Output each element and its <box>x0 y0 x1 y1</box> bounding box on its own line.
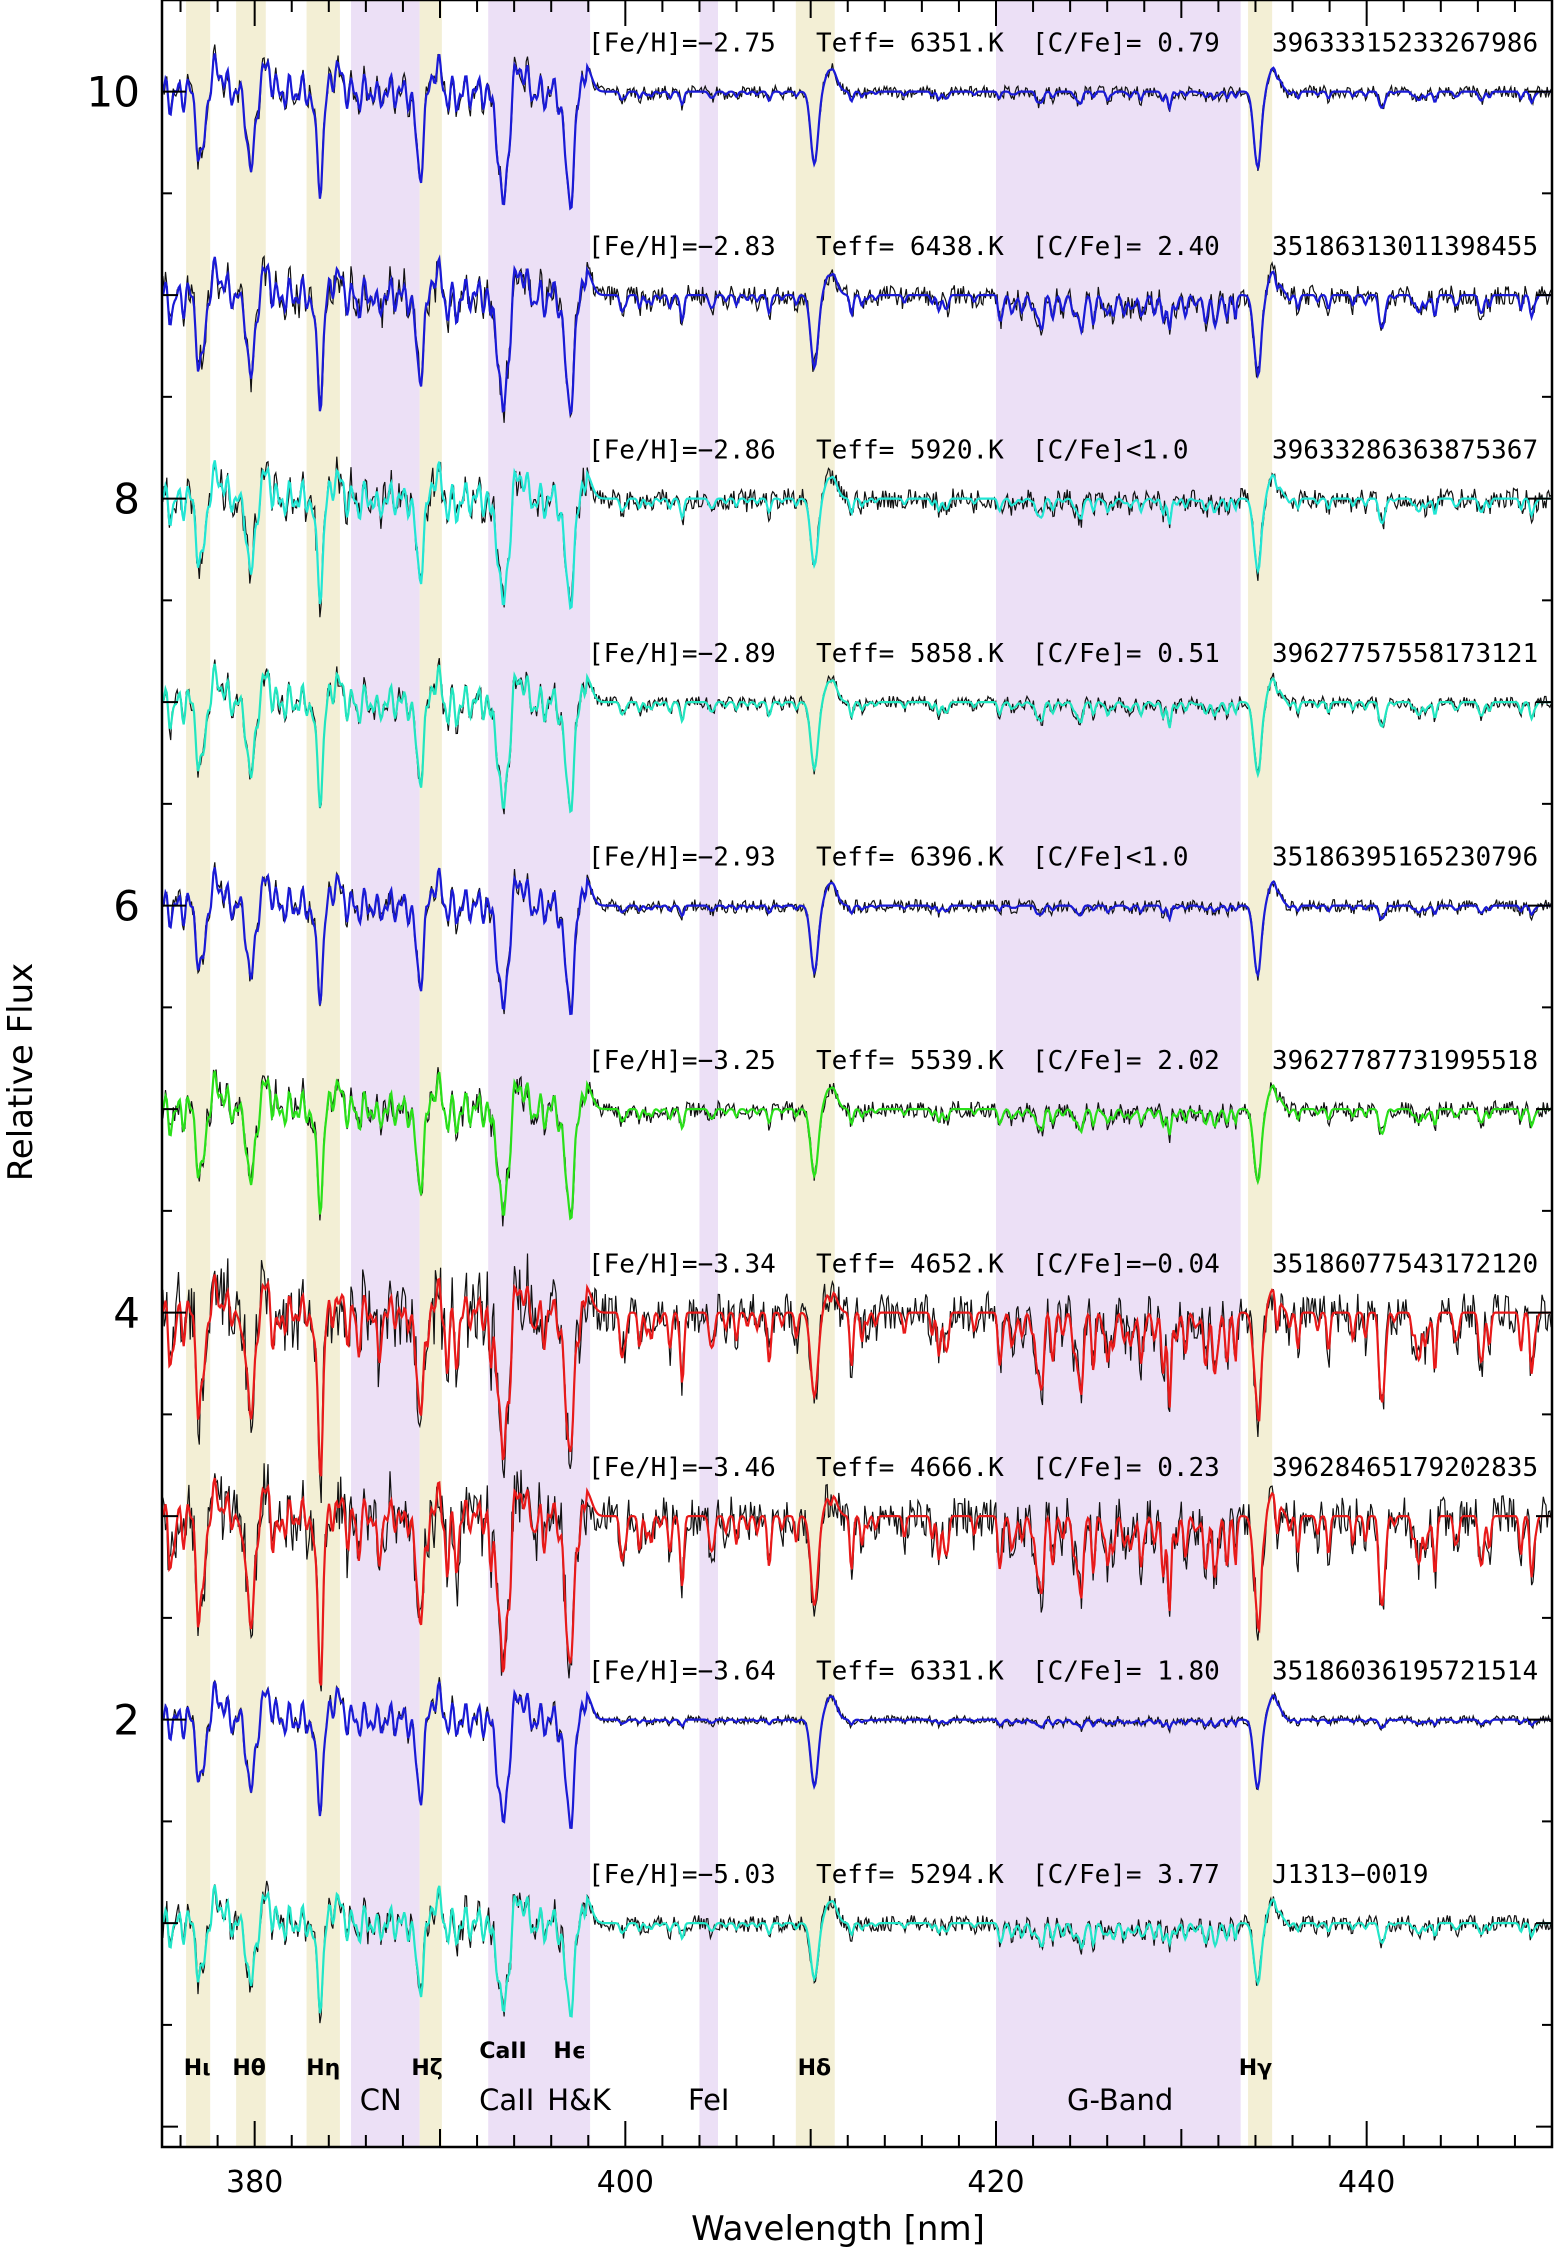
series-model-8 <box>161 1681 1552 1829</box>
series-feh-label: [Fe/H]=−3.34 <box>588 1250 776 1280</box>
band-label: CaII <box>479 2083 534 2117</box>
series-feh-label: [Fe/H]=−3.64 <box>588 1657 776 1687</box>
line-label: Hζ <box>411 2056 442 2081</box>
y-tick-label: 4 <box>113 1289 140 1338</box>
series-feh-label: [Fe/H]=−3.46 <box>588 1453 776 1483</box>
axes: 2 4 6 8 10 380 400 420 440 <box>87 0 1554 2200</box>
series-feh-label: [Fe/H]=−2.75 <box>588 29 776 59</box>
series-id-label: 35186395165230796 <box>1272 843 1538 873</box>
x-tick-label: 440 <box>1338 2165 1395 2200</box>
line-label: Hϵ <box>553 2039 586 2064</box>
series-teff-label: Teff= 5858.K <box>816 639 1004 669</box>
spectra-lines <box>161 44 1552 2024</box>
series-id-label: J1313−0019 <box>1272 1860 1429 1890</box>
shaded-region <box>996 0 1241 2147</box>
shaded-region <box>236 0 266 2147</box>
series-id-label: 39633286363875367 <box>1272 436 1538 466</box>
shaded-region <box>351 0 420 2147</box>
series-teff-label: Teff= 5539.K <box>816 1046 1004 1076</box>
series-cfe-label: [C/Fe]= 3.77 <box>1032 1860 1220 1890</box>
band-label: G-Band <box>1067 2083 1173 2117</box>
series-cfe-label: [C/Fe]= 1.80 <box>1032 1657 1220 1687</box>
y-axis-title: Relative Flux <box>1 963 41 1182</box>
series-cfe-label: [C/Fe]=−0.04 <box>1032 1250 1220 1280</box>
line-label: Hι <box>184 2056 211 2081</box>
series-feh-label: [Fe/H]=−3.25 <box>588 1046 776 1076</box>
plot-frame <box>160 0 1554 2149</box>
series-observed-0 <box>162 44 1552 209</box>
series-teff-label: Teff= 6331.K <box>816 1657 1004 1687</box>
band-label: FeI <box>688 2083 730 2117</box>
line-label: Hδ <box>798 2056 832 2081</box>
series-model-6 <box>161 1274 1552 1477</box>
series-model-7 <box>161 1477 1552 1686</box>
shaded-region <box>699 0 718 2147</box>
shaded-region <box>419 0 442 2147</box>
shaded-regions <box>186 0 1273 2147</box>
series-teff-label: Teff= 4666.K <box>816 1453 1004 1483</box>
series-model-5 <box>161 1070 1552 1221</box>
line-label: CaII <box>479 2039 526 2064</box>
x-axis-title: Wavelength [nm] <box>691 2209 985 2249</box>
band-label: H&K <box>547 2083 611 2117</box>
series-model-0 <box>161 53 1552 211</box>
line-label: Hθ <box>232 2056 266 2081</box>
series-cfe-label: [C/Fe]<1.0 <box>1032 843 1189 873</box>
series-feh-label: [Fe/H]=−2.93 <box>588 843 776 873</box>
y-tick-label: 2 <box>113 1696 140 1745</box>
series-id-label: 39627757558173121 <box>1272 639 1538 669</box>
series-id-label: 35186077543172120 <box>1272 1250 1538 1280</box>
series-feh-label: [Fe/H]=−2.89 <box>588 639 776 669</box>
series-teff-label: Teff= 6438.K <box>816 232 1004 262</box>
shaded-region <box>306 0 340 2147</box>
shaded-region <box>186 0 211 2147</box>
series-cfe-label: [C/Fe]= 2.02 <box>1032 1046 1220 1076</box>
series-model-1 <box>161 254 1552 417</box>
series-id-label: 35186036195721514 <box>1272 1657 1538 1687</box>
y-tick-label: 6 <box>113 882 140 931</box>
x-tick-label: 420 <box>967 2165 1024 2200</box>
series-model-9 <box>161 1884 1552 2018</box>
y-tick-label: 10 <box>87 68 140 117</box>
series-feh-label: [Fe/H]=−2.83 <box>588 232 776 262</box>
series-id-label: 35186313011398455 <box>1272 232 1538 262</box>
series-cfe-label: [C/Fe]= 0.23 <box>1032 1453 1220 1483</box>
series-teff-label: Teff= 6396.K <box>816 843 1004 873</box>
band-label: CN <box>360 2083 402 2117</box>
series-feh-label: [Fe/H]=−5.03 <box>588 1860 776 1890</box>
series-feh-label: [Fe/H]=−2.86 <box>588 436 776 466</box>
line-label: Hγ <box>1239 2056 1272 2081</box>
series-cfe-label: [C/Fe]= 2.40 <box>1032 232 1220 262</box>
series-cfe-label: [C/Fe]= 0.51 <box>1032 639 1220 669</box>
series-id-label: 39633315233267986 <box>1272 29 1538 59</box>
x-tick-label: 400 <box>597 2165 654 2200</box>
series-model-2 <box>161 460 1552 610</box>
line-label: Hη <box>306 2056 340 2081</box>
series-teff-label: Teff= 6351.K <box>816 29 1004 59</box>
series-model-4 <box>161 867 1552 1016</box>
series-cfe-label: [C/Fe]= 0.79 <box>1032 29 1220 59</box>
annotations: [Fe/H]=−2.75 Teff= 6351.K [C/Fe]= 0.79 3963… <box>184 29 1538 2117</box>
x-tick-label: 380 <box>226 2165 283 2200</box>
series-teff-label: Teff= 5920.K <box>816 436 1004 466</box>
y-tick-label: 8 <box>113 475 140 524</box>
series-id-label: 39628465179202835 <box>1272 1453 1538 1483</box>
series-cfe-label: [C/Fe]<1.0 <box>1032 436 1189 466</box>
series-id-label: 39627787731995518 <box>1272 1046 1538 1076</box>
series-teff-label: Teff= 4652.K <box>816 1250 1004 1280</box>
series-teff-label: Teff= 5294.K <box>816 1860 1004 1890</box>
series-model-3 <box>161 663 1552 814</box>
